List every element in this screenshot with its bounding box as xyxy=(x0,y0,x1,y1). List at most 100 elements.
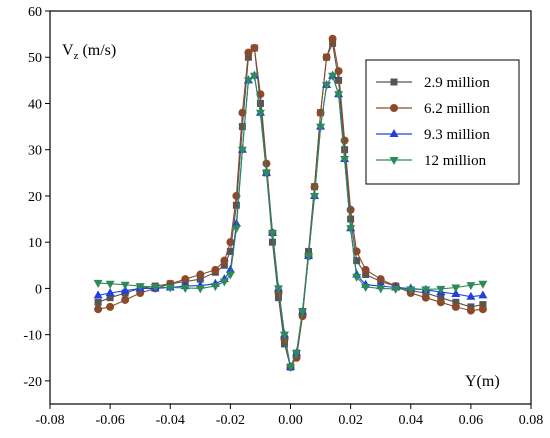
data-point xyxy=(451,288,461,297)
data-point xyxy=(479,301,487,309)
x-tick-label: 0.02 xyxy=(338,413,363,428)
data-point xyxy=(304,253,314,262)
x-tick-label: -0.06 xyxy=(96,413,125,428)
data-point xyxy=(376,285,386,294)
data-point xyxy=(94,305,103,314)
data-point xyxy=(120,285,130,294)
y-tick-label: 20 xyxy=(28,190,42,205)
data-point xyxy=(273,285,283,294)
data-point xyxy=(256,99,264,107)
legend-item: 2.9 million xyxy=(376,75,490,91)
series-4 xyxy=(93,72,488,373)
legend-item: 9.3 million xyxy=(376,127,490,143)
data-point xyxy=(220,261,228,269)
data-point xyxy=(322,81,332,90)
data-point xyxy=(352,247,361,256)
data-point xyxy=(436,285,446,294)
data-point xyxy=(340,155,350,164)
legend: 2.9 million 6.2 million 9.3 million 12 mill… xyxy=(365,59,520,185)
data-point xyxy=(262,159,271,168)
data-point xyxy=(316,123,326,132)
data-point xyxy=(93,279,103,288)
legend-label: 12 million xyxy=(424,153,487,169)
data-point xyxy=(335,76,343,84)
data-point xyxy=(180,284,190,293)
data-point xyxy=(120,281,130,290)
data-point xyxy=(135,283,145,292)
data-point xyxy=(353,257,361,265)
data-point xyxy=(210,283,220,292)
data-point xyxy=(105,280,115,289)
data-point xyxy=(226,238,235,247)
data-point xyxy=(478,280,488,289)
data-point xyxy=(346,225,356,234)
data-point xyxy=(298,308,308,317)
data-point xyxy=(279,331,289,340)
data-point xyxy=(451,284,461,293)
data-point xyxy=(347,215,355,223)
legend-item: 6.2 million xyxy=(376,101,490,117)
legend-box xyxy=(365,59,520,185)
legend-label: 2.9 million xyxy=(424,75,490,91)
data-point xyxy=(267,229,277,238)
data-point xyxy=(310,192,320,201)
data-point xyxy=(255,109,265,118)
data-point xyxy=(452,298,460,306)
data-point xyxy=(292,350,302,359)
data-point xyxy=(226,247,234,255)
y-tick-label: 30 xyxy=(28,144,42,159)
y-axis-title: Vz (m/s) xyxy=(62,42,116,62)
legend-marker xyxy=(390,104,398,112)
y-tick-label: 60 xyxy=(28,5,42,20)
data-point xyxy=(466,282,476,291)
legend-marker xyxy=(389,129,399,137)
data-point xyxy=(225,271,235,280)
data-point xyxy=(334,91,344,100)
data-point xyxy=(421,286,431,295)
x-axis-title: Y(m) xyxy=(465,373,500,390)
legend-item: 12 million xyxy=(376,153,487,169)
data-point xyxy=(238,123,246,131)
y-axis-title-subscript: z xyxy=(74,50,79,62)
data-point xyxy=(310,182,319,191)
data-point xyxy=(243,77,253,86)
data-point xyxy=(391,285,401,294)
x-tick-label: -0.08 xyxy=(35,413,64,428)
data-point xyxy=(466,291,476,300)
data-point xyxy=(406,286,416,295)
data-point xyxy=(329,39,337,47)
data-point xyxy=(261,169,271,178)
data-point xyxy=(220,256,229,265)
data-point xyxy=(451,302,460,311)
series-layer xyxy=(93,34,488,373)
data-point xyxy=(211,265,220,274)
data-point xyxy=(361,265,370,274)
x-tick-label: 0.06 xyxy=(459,413,484,428)
axes-layer: -0.08 -0.06 -0.04 -0.02 0.00 0.02 0.04 0.06 0.08… xyxy=(23,5,543,428)
x-tick-label: -0.04 xyxy=(156,413,185,428)
data-point xyxy=(340,136,349,145)
data-point xyxy=(328,72,338,81)
data-point xyxy=(165,284,175,293)
data-point xyxy=(466,306,475,315)
data-point xyxy=(478,305,487,314)
data-point xyxy=(362,271,370,279)
x-tick-label: 0.08 xyxy=(519,413,544,428)
data-point xyxy=(195,285,205,294)
data-point xyxy=(280,340,288,348)
data-point xyxy=(232,201,240,209)
data-point xyxy=(150,284,160,293)
data-point xyxy=(219,278,229,287)
data-point xyxy=(478,290,488,299)
legend-label: 6.2 million xyxy=(424,101,490,117)
x-tick-label: 0.04 xyxy=(399,413,424,428)
data-point xyxy=(106,294,114,302)
y-axis-title-main: V xyxy=(62,42,74,59)
y-tick-label: 50 xyxy=(28,51,42,66)
data-point xyxy=(105,288,115,297)
data-point xyxy=(421,293,430,302)
data-point xyxy=(256,90,265,99)
data-point xyxy=(225,264,235,273)
data-point xyxy=(376,275,385,284)
